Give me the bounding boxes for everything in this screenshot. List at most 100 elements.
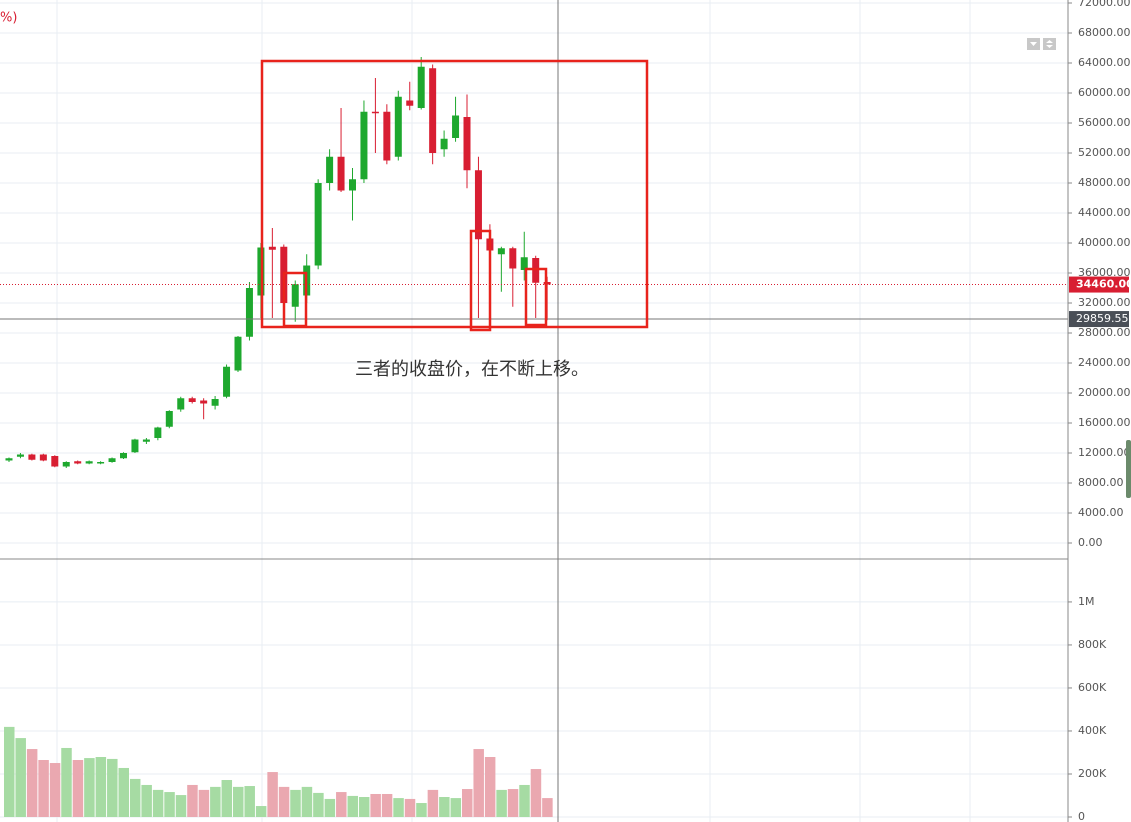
candle-body xyxy=(383,111,391,161)
volume-bar xyxy=(267,772,278,817)
candle-body xyxy=(429,68,437,153)
y-tick-label: 40000.00 xyxy=(1078,236,1131,249)
volume-bar xyxy=(4,726,15,817)
candle-body xyxy=(497,248,505,255)
volume-bar xyxy=(542,798,553,817)
candle-body xyxy=(371,111,379,114)
volume-bar xyxy=(530,769,542,817)
annotation: 三者的收盘价，在不断上移。 xyxy=(355,359,589,380)
volume-bar xyxy=(38,760,49,817)
volume-bar xyxy=(347,795,358,817)
y-tick-label: 0.00 xyxy=(1078,536,1103,549)
y-tick-label: 52000.00 xyxy=(1078,146,1131,159)
volume-bar xyxy=(496,789,507,817)
volume-bar xyxy=(95,756,107,817)
volume-bar xyxy=(427,789,439,817)
volume-bar xyxy=(507,789,519,817)
volume-bar xyxy=(187,784,198,817)
candle-body xyxy=(268,246,276,250)
highlight-box xyxy=(282,271,308,328)
volume-bar xyxy=(370,793,381,817)
volume-bar xyxy=(381,793,393,817)
candle-body xyxy=(200,400,208,404)
candle-body xyxy=(85,461,93,464)
candle-body xyxy=(16,454,24,457)
candle-body xyxy=(417,66,425,108)
candle-body xyxy=(360,111,368,180)
volume-bar xyxy=(393,798,404,817)
candle-body xyxy=(349,179,356,191)
volume-bar xyxy=(164,792,175,817)
volume-bar xyxy=(278,786,290,817)
volume-bar xyxy=(210,786,221,817)
volume-bar xyxy=(255,806,267,817)
candle-body xyxy=(51,456,59,467)
candle-body xyxy=(211,399,219,406)
volume-bar xyxy=(49,763,61,817)
y-tick-label: 68000.00 xyxy=(1078,26,1131,39)
candle-body xyxy=(337,156,345,191)
y-tick-label: 20000.00 xyxy=(1078,386,1131,399)
volume-bar xyxy=(233,786,244,817)
candle-body xyxy=(440,138,448,150)
candle-body xyxy=(509,248,517,269)
volume-bar xyxy=(175,795,187,817)
volume-bar xyxy=(439,796,450,817)
candle-body xyxy=(326,156,334,183)
volume-bar xyxy=(221,780,233,817)
y-tick-label: 4000.00 xyxy=(1078,506,1124,519)
volume-bar xyxy=(484,756,496,817)
y-tick-label: 800K xyxy=(1078,638,1107,651)
candle-body xyxy=(74,461,82,464)
candle-body xyxy=(142,439,150,442)
volume-bar xyxy=(462,789,473,817)
volume-bar xyxy=(198,789,210,817)
candle-body xyxy=(165,411,173,427)
volume-bar xyxy=(15,738,26,817)
y-tick-label: 24000.00 xyxy=(1078,356,1131,369)
volume-bar xyxy=(152,789,164,817)
volume-bar xyxy=(61,747,72,817)
icon xyxy=(1046,40,1053,48)
legend-fragment: %) xyxy=(0,11,17,26)
candle-body xyxy=(177,398,185,410)
candle-body xyxy=(62,462,70,467)
candle-body xyxy=(474,170,482,240)
y-tick-label: 200K xyxy=(1078,767,1107,780)
volume-bar xyxy=(107,758,118,817)
highlight-box xyxy=(260,59,649,329)
scroll-handle[interactable] xyxy=(1126,440,1131,498)
volume-bar xyxy=(84,758,95,817)
y-tick-label: 400K xyxy=(1078,724,1107,737)
y-tick-label: 56000.00 xyxy=(1078,116,1131,129)
volume-bar xyxy=(141,784,152,817)
volume-bar xyxy=(244,786,255,817)
icon xyxy=(1030,42,1037,46)
last-price-label: 34460.00 xyxy=(1076,278,1131,291)
y-tick-label: 48000.00 xyxy=(1078,176,1131,189)
candle-body xyxy=(291,284,299,307)
y-tick-label: 1M xyxy=(1078,595,1095,608)
candle-body xyxy=(394,96,402,157)
volume-bar xyxy=(324,798,336,817)
y-tick-label: 32000.00 xyxy=(1078,296,1131,309)
scale-button[interactable] xyxy=(1043,38,1056,50)
y-tick-label: 36000.00 xyxy=(1078,266,1131,279)
candle-body xyxy=(131,439,139,453)
volume-bar xyxy=(72,760,84,817)
y-tick-label: 8000.00 xyxy=(1078,476,1124,489)
candle-body xyxy=(5,458,13,461)
highlight-box xyxy=(469,229,492,332)
volume-bar xyxy=(519,784,530,817)
y-tick-label: 44000.00 xyxy=(1078,206,1131,219)
candle-body xyxy=(39,454,47,461)
candle-body xyxy=(223,366,231,397)
volume-bar xyxy=(290,789,301,817)
candle-body xyxy=(452,115,460,138)
crosshair-badge xyxy=(1069,311,1129,328)
y-tick-label: 16000.00 xyxy=(1078,416,1131,429)
candle-body xyxy=(188,398,196,402)
